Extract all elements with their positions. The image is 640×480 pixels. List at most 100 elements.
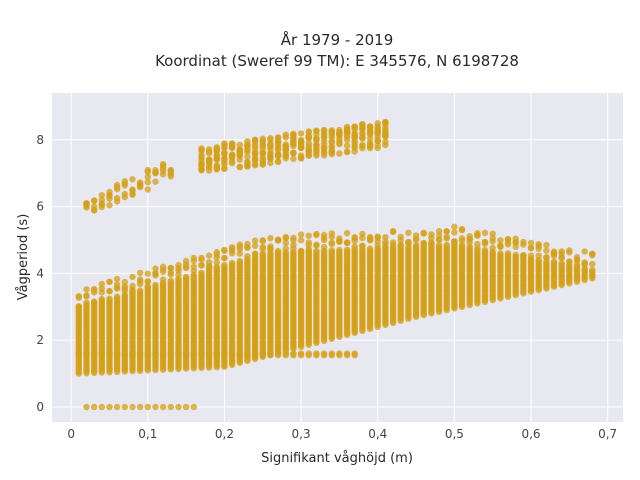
data-point — [244, 153, 251, 161]
data-point — [83, 292, 90, 299]
data-point — [428, 234, 435, 242]
data-point — [121, 352, 128, 359]
y-tick-label: 0 — [36, 400, 44, 414]
data-point — [435, 241, 443, 249]
data-point — [282, 239, 289, 246]
data-point — [305, 245, 312, 253]
data-point — [244, 244, 251, 251]
data-point — [497, 242, 504, 249]
data-point — [259, 352, 266, 359]
data-point — [374, 127, 381, 134]
data-point — [267, 352, 274, 359]
data-point — [581, 259, 588, 266]
data-point — [274, 151, 282, 159]
y-tick-label: 8 — [36, 133, 44, 147]
data-point — [221, 156, 228, 163]
data-point — [443, 228, 450, 235]
data-point — [159, 160, 167, 168]
data-point — [129, 273, 136, 281]
data-point — [313, 150, 320, 157]
data-point — [167, 352, 174, 359]
data-point — [175, 352, 182, 359]
data-point — [106, 195, 113, 202]
data-point — [167, 166, 174, 174]
data-point — [213, 162, 220, 169]
data-point — [129, 191, 136, 198]
data-point — [98, 192, 106, 199]
data-point — [520, 241, 527, 248]
data-point — [205, 252, 213, 259]
data-point — [113, 183, 121, 191]
data-point — [129, 403, 136, 411]
data-point — [244, 146, 251, 154]
data-point — [236, 250, 243, 257]
data-point — [75, 293, 83, 300]
data-point — [366, 143, 374, 150]
data-point — [198, 254, 205, 262]
data-point — [167, 277, 174, 284]
data-point — [474, 230, 481, 237]
data-point — [328, 233, 335, 241]
data-point — [328, 247, 335, 254]
data-point — [328, 352, 335, 359]
x-tick-label: 0,4 — [368, 427, 387, 441]
x-tick-labels: 0 0,1 0,2 0,3 0,4 0,5 0,6 0,7 — [67, 427, 617, 441]
data-point — [159, 276, 167, 283]
data-point — [251, 352, 259, 359]
data-point — [274, 158, 282, 165]
data-point — [129, 186, 136, 193]
data-point — [221, 247, 228, 255]
data-point — [259, 237, 266, 245]
data-point — [175, 271, 182, 278]
y-tick-label: 6 — [36, 200, 44, 214]
data-point — [566, 258, 573, 266]
data-point — [512, 243, 519, 250]
data-point — [175, 261, 182, 269]
data-point — [259, 160, 266, 168]
x-tick-label: 0,3 — [292, 427, 311, 441]
data-point — [504, 239, 512, 246]
data-point — [374, 144, 381, 152]
data-point — [274, 142, 282, 149]
data-point — [83, 403, 90, 411]
data-point — [497, 250, 504, 257]
data-point — [489, 230, 496, 237]
x-tick-label: 0,2 — [215, 427, 234, 441]
data-point — [236, 257, 243, 265]
data-point — [144, 186, 151, 193]
data-point — [144, 352, 151, 359]
data-point — [313, 352, 320, 359]
data-point — [305, 232, 312, 239]
data-point — [221, 255, 228, 262]
data-point — [144, 403, 151, 411]
data-point — [428, 240, 435, 247]
data-point — [228, 159, 236, 167]
data-point — [198, 262, 205, 269]
data-point — [320, 144, 328, 151]
data-point — [305, 128, 312, 135]
x-tick-label: 0,5 — [445, 427, 464, 441]
data-point — [106, 287, 113, 295]
data-point — [451, 238, 458, 245]
data-point — [351, 123, 358, 130]
data-point — [152, 169, 159, 176]
data-point — [259, 156, 266, 163]
data-point — [244, 253, 251, 260]
data-point — [106, 352, 113, 359]
data-point — [251, 147, 259, 154]
data-point — [228, 244, 236, 251]
data-point — [351, 148, 358, 155]
data-point — [91, 206, 98, 213]
data-point — [405, 238, 412, 246]
data-point — [159, 352, 167, 359]
data-point — [83, 299, 90, 306]
data-point — [152, 270, 159, 277]
data-point — [98, 200, 106, 207]
y-tick-label: 4 — [36, 266, 44, 280]
data-point — [366, 125, 374, 132]
data-point — [366, 245, 374, 252]
data-point — [182, 273, 190, 280]
data-point — [98, 289, 106, 296]
data-point — [129, 176, 136, 183]
